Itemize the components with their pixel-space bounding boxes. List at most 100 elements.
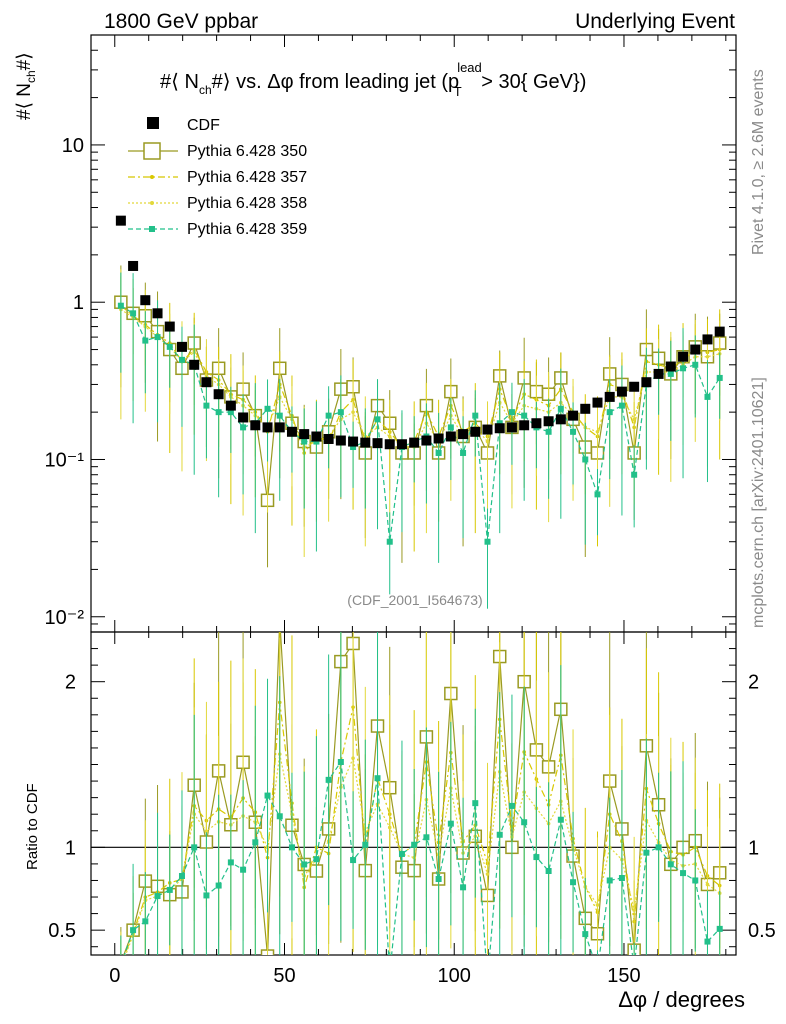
ratio-data-point [337,759,344,766]
cdf-data-point [482,424,493,435]
x-tick-label: 50 [273,965,295,987]
data-point [435,449,442,456]
ratio-data-point [398,850,405,857]
ratio-data-point [178,873,185,880]
cdf-data-point [714,326,725,337]
ratio-data-point [215,882,222,889]
data-point [301,438,308,445]
ratio-y-tick-label-right: 0.5 [748,920,776,942]
ratio-series-line [124,702,721,955]
data-point [264,405,271,412]
cdf-data-point [458,429,469,440]
cdf-data-point [250,420,261,431]
series-line [120,305,721,542]
cdf-data-point [299,429,310,440]
ratio-data-point [667,861,674,868]
data-point [227,409,234,416]
cdf-data-point [274,422,285,433]
ratio-y-axis-label: Ratio to CDF [24,783,41,870]
header-left: 1800 GeV ppbar [104,10,258,33]
legend-marker-350 [143,142,161,160]
legend-label-cdf: CDF [187,117,220,134]
ratio-data-point [240,866,247,873]
ratio-data-point [595,903,600,907]
cdf-data-point [568,410,579,421]
cdf-data-point [543,416,554,427]
x-tick-label: 0 [109,965,120,987]
cdf-data-point [115,215,126,226]
legend-label-359: Pythia 6.428 359 [187,221,307,238]
data-point [325,412,332,419]
data-point [618,402,625,409]
data-point [705,354,710,359]
cdf-data-point [372,438,383,449]
cdf-data-point [164,321,175,332]
ratio-data-point [227,859,234,866]
y-tick-label: 10 [62,135,84,157]
ratio-data-point [362,841,369,848]
cdf-data-point [323,433,334,444]
ratio-data-point [252,839,259,846]
ratio-data-point [204,829,209,834]
legend-label-358: Pythia 6.428 358 [187,195,307,212]
data-point [337,409,344,416]
ratio-data-point [264,792,271,799]
cdf-data-point [494,423,505,434]
cdf-data-point [152,308,163,319]
ratio-data-point [472,800,479,807]
ratio-data-point [351,756,355,760]
ratio-data-point [533,854,540,861]
y-tick-label: 10⁻² [45,607,85,629]
legend-marker-358 [150,201,154,205]
data-point [447,424,454,431]
cdf-data-point [506,422,517,433]
cdf-data-point [396,439,407,450]
cdf-data-point [641,377,652,388]
chart-title: #⟨ Nch#⟩ vs. Δφ from leading jet (plead T… [160,60,586,99]
data-point [557,405,564,412]
cdf-data-point [213,389,224,400]
cdf-data-point [604,391,615,402]
cdf-data-point [629,381,640,392]
data-point [350,444,357,451]
data-point [178,356,185,363]
series-line [120,308,720,448]
data-point [594,491,601,498]
ratio-y-tick-label: 2 [65,672,76,694]
data-point [472,412,479,419]
ratio-data-point [632,908,636,912]
cdf-data-point [580,403,591,414]
ratio-series-line [123,632,721,955]
data-point [667,370,674,377]
y-tick-label: 1 [73,292,84,314]
data-point [387,434,392,439]
ratio-data-point [606,877,613,884]
ratio-data-point [594,967,600,973]
cdf-data-point [678,351,689,362]
ratio-data-point [618,875,625,882]
ratio-data-point [496,831,503,838]
cdf-data-point [519,420,530,431]
ratio-data-point [411,841,418,848]
data-point [545,428,552,435]
data-point [130,310,137,317]
cdf-data-point [653,368,664,379]
data-point [351,410,355,414]
data-point [276,412,283,419]
ratio-data-point [435,876,442,882]
cdf-data-point [201,377,212,388]
cdf-data-point [470,426,481,437]
x-axis-label: Δφ / degrees [618,987,745,1012]
x-tick-label: 100 [438,965,471,987]
ratio-data-point [557,816,564,823]
cdf-data-point [360,437,371,448]
ratio-data-point [142,918,149,925]
ratio-data-point [655,844,662,851]
data-point [631,471,638,478]
ratio-data-point [191,844,198,851]
side-label-rivet: Rivet 4.1.0, ≥ 2.6M events [750,69,767,255]
legend-marker-359 [149,226,155,232]
ratio-y-tick-label: 0.5 [48,920,76,942]
data-point [595,429,600,434]
ratio-y-tick-label-right: 1 [748,837,759,859]
